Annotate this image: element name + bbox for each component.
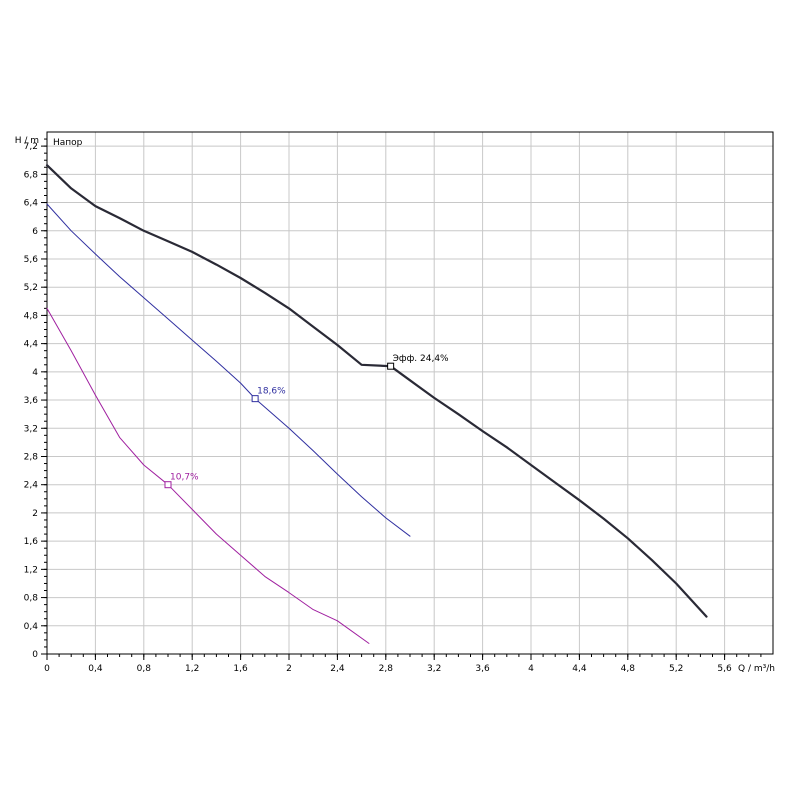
y-axis: 0 0,4 0,8 1,2 1,6 2 2,4 2,8 3,2 3,6 4 4,4 4,8 5,2 5,6 6… — [24, 138, 47, 660]
series-1: 18,6% — [46, 203, 411, 537]
y-tick-label: 6,4 — [24, 199, 39, 209]
x-tick-label: 4,8 — [621, 664, 636, 674]
y-tick-label: 2,4 — [24, 481, 39, 491]
series-2: 10,7% — [46, 307, 370, 644]
x-tick-label: 5,6 — [717, 664, 732, 674]
efficiency-label: Эфф. 24,4% — [393, 354, 449, 364]
efficiency-label: 18,6% — [257, 387, 286, 397]
efficiency-marker — [387, 362, 395, 370]
y-tick-label: 0,8 — [24, 594, 39, 604]
y-tick-label: 4,8 — [24, 311, 39, 321]
series-0: Эфф. 24,4% — [45, 164, 708, 618]
x-tick-label: 3,2 — [427, 664, 441, 674]
x-axis-label: Q / m³/h — [738, 664, 775, 674]
series-line — [45, 164, 708, 618]
y-tick-label: 7,2 — [24, 142, 38, 152]
series-line — [46, 307, 370, 644]
x-tick-label: 2,4 — [330, 664, 345, 674]
y-tick-label: 6,8 — [24, 170, 39, 180]
y-tick-label: 3,2 — [24, 424, 38, 434]
series-group: Эфф. 24,4% 18,6% 10,7% — [45, 164, 708, 644]
y-tick-label: 3,6 — [24, 396, 39, 406]
x-tick-label: 5,2 — [669, 664, 683, 674]
x-tick-label: 2,8 — [379, 664, 394, 674]
x-axis: 0 0,4 0,8 1,2 1,6 2 2,4 2,8 3,2 3,6 4 4,4 4,8 5,2 5,6 — [44, 654, 762, 674]
y-tick-label: 2,8 — [24, 452, 39, 462]
efficiency-marker — [251, 395, 259, 403]
x-tick-label: 1,6 — [233, 664, 248, 674]
y-tick-label: 4 — [32, 368, 38, 378]
plot-frame — [46, 131, 774, 655]
y-tick-label: 1,2 — [24, 565, 38, 575]
efficiency-label: 10,7% — [170, 473, 199, 483]
y-tick-label: 0 — [32, 650, 38, 660]
series-line — [46, 203, 411, 537]
x-tick-label: 3,6 — [475, 664, 490, 674]
y-tick-label: 2 — [32, 509, 38, 519]
x-tick-label: 4,4 — [572, 664, 587, 674]
efficiency-marker — [164, 481, 172, 489]
x-tick-label: 4 — [528, 664, 534, 674]
grid — [47, 132, 773, 654]
y-tick-label: 4,4 — [24, 340, 39, 350]
x-tick-label: 0 — [44, 664, 50, 674]
x-tick-label: 0,8 — [137, 664, 152, 674]
y-tick-label: 6 — [32, 227, 38, 237]
chart-title: Напор — [53, 138, 83, 148]
y-tick-label: 1,6 — [24, 537, 39, 547]
y-tick-label: 5,2 — [24, 283, 38, 293]
x-tick-label: 2 — [286, 664, 292, 674]
y-tick-label: 5,6 — [24, 255, 39, 265]
x-tick-label: 1,2 — [185, 664, 199, 674]
y-tick-label: 0,4 — [24, 622, 39, 632]
x-tick-label: 0,4 — [88, 664, 103, 674]
y-axis-label: H / m — [15, 136, 39, 146]
